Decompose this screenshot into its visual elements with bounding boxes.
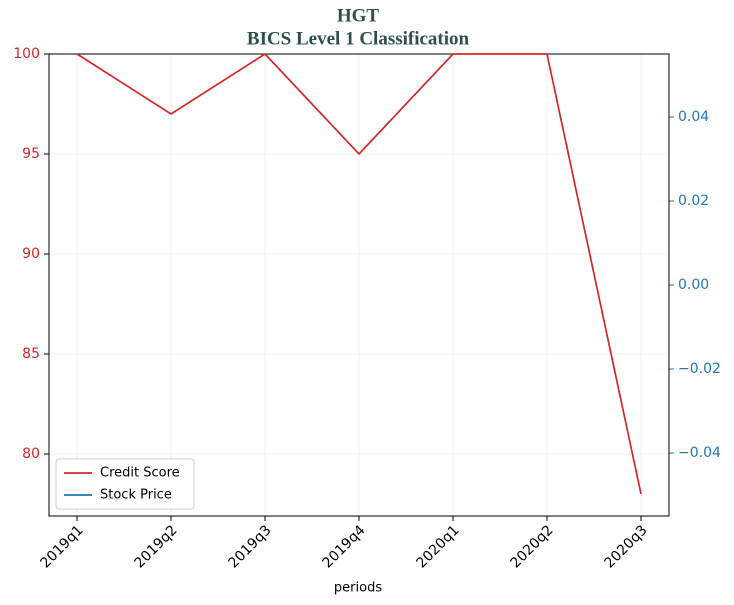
y2-tick-label: 0.04 <box>678 109 709 125</box>
plot-frame <box>48 53 670 517</box>
legend-box <box>55 458 195 510</box>
y2-tick-label: −0.02 <box>678 361 721 377</box>
x-tick-label: 2020q3 <box>602 522 651 571</box>
y-tick-label: 80 <box>22 446 40 462</box>
x-tick-group: 2019q1 <box>38 522 87 571</box>
y2-tick-label: −0.04 <box>678 445 721 461</box>
chart-subtitle: BICS Level 1 Classification <box>247 28 470 49</box>
x-axis-label: periods <box>334 581 382 596</box>
y-tick-label: 100 <box>13 46 40 62</box>
legend-label: Stock Price <box>100 488 172 503</box>
legend-label: Credit Score <box>100 466 180 481</box>
x-tick-label: 2019q2 <box>132 522 181 571</box>
x-tick-label: 2019q4 <box>320 522 369 571</box>
y2-tick-label: 0.02 <box>678 193 709 209</box>
x-tick-label: 2019q1 <box>38 522 87 571</box>
x-tick-group: 2019q3 <box>226 522 275 571</box>
x-tick-group: 2019q2 <box>132 522 181 571</box>
y2-tick-label: 0.00 <box>678 277 709 293</box>
x-tick-group: 2020q3 <box>602 522 651 571</box>
y-tick-label: 95 <box>22 146 40 162</box>
x-tick-group: 2020q2 <box>508 522 557 571</box>
x-tick-label: 2019q3 <box>226 522 275 571</box>
x-tick-group: 2019q4 <box>320 522 369 571</box>
series-line <box>76 52 642 495</box>
y-tick-label: 85 <box>22 346 40 362</box>
y-tick-label: 90 <box>22 246 40 262</box>
chart-title: HGT <box>337 5 380 26</box>
x-tick-label: 2020q1 <box>414 522 463 571</box>
x-tick-label: 2020q2 <box>508 522 557 571</box>
x-tick-group: 2020q1 <box>414 522 463 571</box>
